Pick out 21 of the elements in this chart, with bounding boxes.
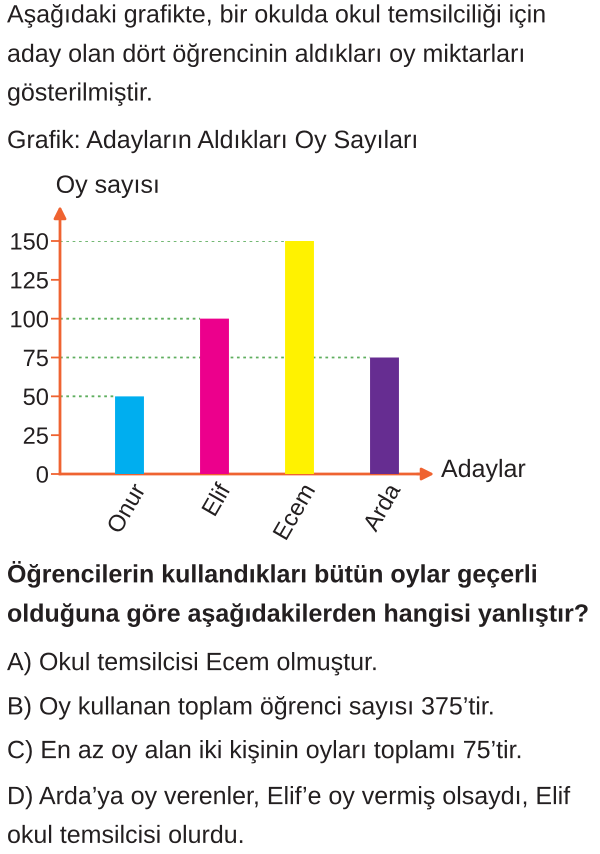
x-axis-title: Adaylar <box>441 458 526 482</box>
text: D) Arda’ya oy verenler, Elif’e oy vermiş olsaydı, Elif okul temsilcisi olurdu. <box>8 786 570 844</box>
y-tick-label: 75 <box>24 350 48 366</box>
bar <box>200 318 229 474</box>
text: C) En az oy alan iki kişinin oyları toplamı 75’tir. <box>8 740 520 764</box>
text: A) Okul temsilcisi Ecem olmuştur. <box>7 652 376 676</box>
y-tick-label: 150 <box>11 233 48 250</box>
y-tick-label: 125 <box>11 272 48 289</box>
y-tick-label: 25 <box>24 427 48 444</box>
bar <box>285 241 314 474</box>
y-axis-title: Oy sayısı <box>56 175 158 198</box>
bar <box>115 396 144 474</box>
y-tick-label: 100 <box>11 310 48 328</box>
x-tick-label: Elif <box>200 480 231 516</box>
text: Aşağıdaki grafikte, bir okulda okul temsilciliği için aday olan dört öğrencinin aldıkları oy miktarları gösterilmiştir. <box>7 4 544 106</box>
bar <box>370 358 399 474</box>
chart-title: Grafik: Adayların Aldıkları Oy Sayıları <box>8 130 416 154</box>
text: B) Oy kullanan toplam öğrenci sayısı 375’tir. <box>9 696 492 720</box>
y-tick-label: 0 <box>36 466 48 483</box>
text: Öğrencilerin kullandıkları bütün oylar geçerli olduğuna göre aşağıdakilerden hangisi yanlıştır? <box>8 561 588 627</box>
y-tick-label: 50 <box>24 388 48 406</box>
